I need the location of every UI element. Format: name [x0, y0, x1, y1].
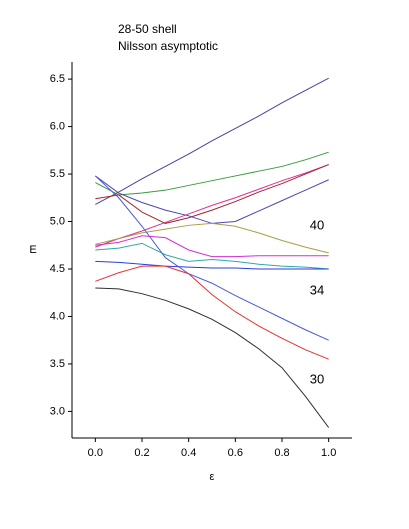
series-line [95, 151, 329, 196]
series-line [95, 222, 329, 254]
series-line [94, 175, 329, 341]
y-tick-label: 4.5 [50, 263, 65, 275]
x-tick-label: 1.0 [321, 447, 336, 459]
y-axis-label: E [29, 244, 36, 256]
y-tick-label: 5.0 [50, 215, 65, 227]
series-line [95, 235, 329, 258]
y-tick-label: 6.5 [50, 73, 65, 85]
y-tick-label: 3.5 [50, 358, 65, 370]
y-tick-label: 6.0 [50, 120, 65, 132]
x-axis-label: ε [210, 471, 215, 483]
x-tick-label: 0.0 [88, 447, 103, 459]
chart-title: 28-50 shell [118, 22, 177, 36]
annotation: 40 [310, 218, 324, 233]
y-tick-label: 4.0 [50, 310, 65, 322]
series-line [95, 265, 329, 360]
x-tick-label: 0.2 [134, 447, 149, 459]
series-line [95, 164, 329, 224]
y-tick-label: 5.5 [50, 168, 65, 180]
series-line [95, 175, 329, 224]
y-tick-label: 3.0 [50, 405, 65, 417]
series-line [95, 77, 329, 205]
annotation: 34 [310, 282, 324, 297]
x-tick-label: 0.4 [181, 447, 196, 459]
series-line [95, 164, 329, 248]
chart-subtitle: Nilsson asymptotic [118, 39, 218, 53]
x-tick-label: 0.6 [228, 447, 243, 459]
x-tick-label: 0.8 [274, 447, 289, 459]
annotation: 30 [310, 372, 324, 387]
series-line [95, 260, 329, 270]
series-line [95, 287, 330, 428]
series-line [95, 242, 329, 270]
